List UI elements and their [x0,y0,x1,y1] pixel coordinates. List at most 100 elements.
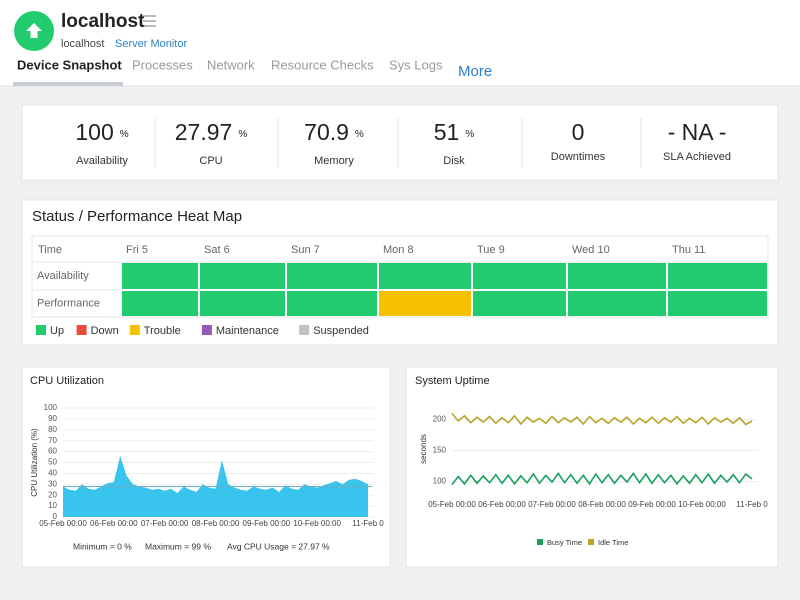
value: - NA - [668,119,727,145]
heatmap-cell [473,263,566,289]
y-tick-label: 100 [433,477,447,486]
heatmap-row-label: Availability [37,270,89,282]
legend-label: Maintenance [216,325,279,337]
chart-title: CPU Utilization [30,375,104,387]
x-tick-label: 06-Feb 00:00 [478,500,526,509]
summary-label: CPU [199,155,222,167]
heatmap-title: Status / Performance Heat Map [32,208,242,225]
heatmap-cell [668,263,767,289]
summary-value: 51% [434,119,475,145]
heatmap-column: Mon 8 [383,244,414,256]
heatmap-cell [200,263,285,289]
summary-value: 100% [75,119,128,145]
summary-label: Disk [443,155,465,167]
legend-swatch [588,539,594,545]
stat: Minimum = 0 % [73,541,132,551]
legend-label: Idle Time [598,538,628,547]
stat: Maximum = 99 % [145,541,211,551]
heatmap-column: Sun 7 [291,244,320,256]
y-tick-label: 80 [48,425,57,434]
summary-card [21,104,779,181]
heatmap-cell [379,263,471,289]
value: 27.97 [175,119,233,145]
heatmap-row-label: Performance [37,297,100,309]
series-line [451,412,753,426]
series-line [451,471,753,486]
heatmap-cell [200,291,285,316]
heatmap-column: Sat 6 [204,244,230,256]
active-tab-underline [13,82,123,86]
y-tick-label: 10 [48,501,57,510]
uptime-card [405,366,779,568]
summary-value: - NA - [668,119,727,145]
heatmap-cell [287,291,377,316]
tab[interactable]: Network [207,57,255,72]
tab[interactable]: Sys Logs [389,57,443,72]
legend-label: Busy Time [547,538,582,547]
y-tick-label: 40 [48,469,57,478]
tab[interactable]: Processes [132,57,193,72]
y-tick-label: 0 [53,512,58,521]
summary-value: 70.9% [304,119,364,145]
more-tab[interactable]: More [458,63,492,80]
value: 70.9 [304,119,349,145]
x-tick-label: 07-Feb 00:00 [141,519,189,528]
value: 0 [572,119,585,145]
legend-label: Suspended [313,325,369,337]
stat: Avg CPU Usage = 27.97 % [227,541,330,551]
unit: % [465,129,474,140]
legend-label: Trouble [144,325,181,337]
heatmap-column: Fri 5 [126,244,148,256]
legend-swatch [36,325,46,335]
heatmap-cell [287,263,377,289]
chart-title: System Uptime [415,375,490,387]
heatmap-cell [473,291,566,316]
y-tick-label: 20 [48,490,57,499]
y-axis-label: seconds [419,434,428,464]
up-arrow [26,23,42,38]
heatmap-cell [122,263,198,289]
heatmap-corner: Time [38,244,62,256]
tab[interactable]: Device Snapshot [17,57,122,72]
y-tick-label: 30 [48,479,57,488]
summary-label: SLA Achieved [663,151,731,163]
tab[interactable]: Resource Checks [271,57,374,72]
x-tick-label: 09-Feb 00:00 [243,519,291,528]
value: 51 [434,119,460,145]
x-tick-label: 09-Feb 00:00 [628,500,676,509]
x-tick-label: 06-Feb 00:00 [90,519,138,528]
legend-swatch [201,325,212,335]
y-axis-label: CPU Utilization (%) [30,428,39,497]
legend-swatch [537,539,543,545]
heatmap-column: Wed 10 [572,244,610,256]
y-tick-label: 60 [48,447,57,456]
heatmap-cell [568,263,666,289]
heatmap-column: Thu 11 [672,244,705,256]
heatmap-cell [668,291,767,316]
heatmap-cell [379,291,471,316]
device-title: localhost [61,11,145,32]
unit: % [120,129,129,140]
header-bar [0,0,800,86]
unit: % [355,129,364,140]
x-tick-label: 08-Feb 00:00 [192,519,240,528]
y-tick-label: 150 [433,446,447,455]
legend-label: Up [50,325,64,337]
x-tick-label: 10-Feb 00:00 [678,500,726,509]
value: 100 [75,119,113,145]
summary-label: Availability [76,155,128,167]
cpu-area [63,456,368,517]
y-tick-label: 200 [433,415,447,424]
unit: % [238,129,247,140]
summary-label: Downtimes [551,151,606,163]
x-tick-label: 10-Feb 00:00 [293,519,341,528]
x-tick-label: 08-Feb 00:00 [578,500,626,509]
host-name: localhost [61,38,104,50]
summary-value: 27.97% [175,119,248,145]
menu-icon[interactable] [143,15,156,27]
y-tick-label: 70 [48,436,57,445]
monitor-link[interactable]: Server Monitor [115,38,187,50]
legend-label: Down [91,325,119,337]
